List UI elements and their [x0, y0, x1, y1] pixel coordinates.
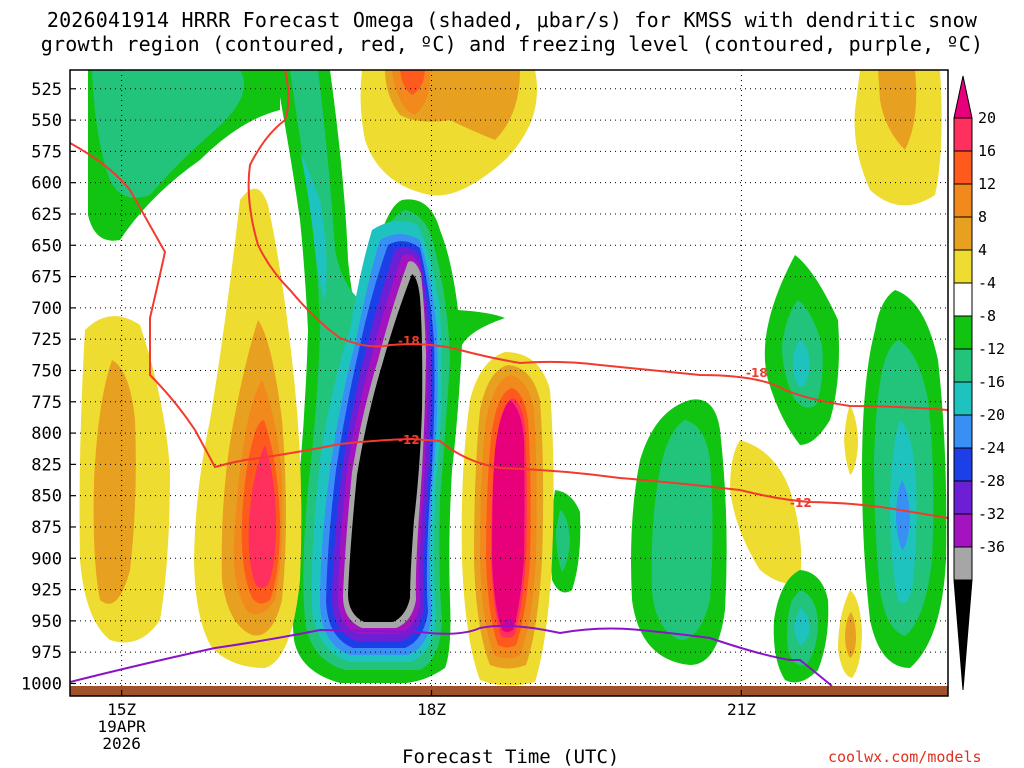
colorbar-label-4: 4 [978, 241, 987, 259]
y-tick-label-775: 775 [31, 393, 62, 413]
y-tick-label-600: 600 [31, 174, 62, 194]
omega-region-small-teal [556, 510, 570, 572]
omega-region-ascent-black [348, 274, 423, 622]
credit-text: coolwx.com/models [828, 748, 982, 766]
colorbar-box-3 [953, 216, 973, 251]
colorbar-label--20: -20 [978, 406, 1005, 424]
colorbar-label--8: -8 [978, 307, 996, 325]
chart-title-line-2: growth region (contoured, red, ºC) and f… [40, 32, 984, 56]
colorbar-box-4 [953, 249, 973, 284]
omega-region-left-upper-teal [92, 70, 245, 198]
colorbar-box-12 [953, 513, 973, 548]
y-tick-label-975: 975 [31, 643, 62, 663]
freezing-level-line [70, 624, 833, 687]
omega-region-right-teal-a [651, 420, 713, 640]
y-tick-label-725: 725 [31, 330, 62, 350]
colorbar-label-16: 16 [978, 142, 996, 160]
colorbar-box-6 [953, 315, 973, 350]
omega-region-top-red [400, 70, 425, 95]
y-tick-label-650: 650 [31, 236, 62, 256]
omega-region-right-yellow-g [844, 405, 858, 475]
omega-shaded-field [70, 70, 948, 696]
omega-region-right-cyan-e [794, 608, 810, 645]
colorbar-box-8 [953, 381, 973, 416]
colorbar-box-5 [953, 282, 973, 317]
colorbar-label--32: -32 [978, 505, 1005, 523]
colorbar-box-13 [953, 546, 973, 581]
y-tick-label-550: 550 [31, 111, 62, 131]
colorbar-label--36: -36 [978, 538, 1005, 556]
colorbar-box-11 [953, 480, 973, 515]
x-axis-title: Forecast Time (UTC) [402, 746, 620, 768]
colorbar-label-12: 12 [978, 175, 996, 193]
omega-region-topright-orange [878, 70, 917, 150]
y-tick-label-875: 875 [31, 518, 62, 538]
colorbar-box-7 [953, 348, 973, 383]
contour-label-minus-12: -12 [398, 433, 420, 447]
x-tick-year-15Z: 2026 [102, 734, 141, 753]
terrain-strip [70, 686, 948, 696]
y-tick-label-750: 750 [31, 361, 62, 381]
y-tick-label-825: 825 [31, 455, 62, 475]
y-tick-label-625: 625 [31, 205, 62, 225]
omega-region-left-crimson [248, 445, 276, 589]
colorbar-box-0 [953, 117, 973, 152]
y-tick-label-925: 925 [31, 581, 62, 601]
dgz-upper-line-minus-18 [70, 142, 948, 519]
contour-label-minus-18: -18 [398, 334, 420, 348]
y-tick-label-675: 675 [31, 268, 62, 288]
omega-region-right-blue-d [896, 480, 910, 550]
y-axis: 525 550 575 600 625 650 675 700 725 750 775 800 825 8… [21, 80, 76, 694]
y-tick-label-900: 900 [31, 549, 62, 569]
y-tick-label-1000: 1000 [21, 674, 62, 694]
y-tick-label-850: 850 [31, 487, 62, 507]
chart-title-line-1: 2026041914 HRRR Forecast Omega (shaded, … [46, 8, 978, 32]
y-tick-label-525: 525 [31, 80, 62, 100]
y-tick-label-700: 700 [31, 299, 62, 319]
colorbar-box-10 [953, 447, 973, 482]
contour-label-minus-18-right: -18 [746, 366, 768, 380]
colorbar-box-9 [953, 414, 973, 449]
contour-label-minus-12-right: -12 [790, 496, 812, 510]
plot-frame [69, 69, 949, 697]
omega-region-right-yellow-b [730, 440, 802, 584]
dgz-lower-line-minus-12 [247, 70, 948, 411]
colorbar-over-arrow [953, 75, 973, 119]
y-tick-label-800: 800 [31, 424, 62, 444]
y-tick-label-950: 950 [31, 612, 62, 632]
omega-region-right-cyan-c [793, 340, 810, 388]
colorbar-under-arrow [953, 579, 973, 691]
colorbar-box-1 [953, 150, 973, 185]
colorbar-label--24: -24 [978, 439, 1005, 457]
x-tick-label-21Z: 21Z [727, 700, 756, 719]
colorbar-box-2 [953, 183, 973, 218]
y-tick-label-575: 575 [31, 142, 62, 162]
colorbar-label-20: 20 [978, 109, 996, 127]
colorbar: 20 16 12 8 4 -4 -8 -12 -16 -20 -24 -28 -32 -36 [953, 75, 1005, 691]
colorbar-label--16: -16 [978, 373, 1005, 391]
x-tick-label-15Z: 15Z [107, 700, 136, 719]
colorbar-label--4: -4 [978, 274, 996, 292]
x-tick-date-15Z: 19APR [98, 717, 147, 736]
colorbar-label--28: -28 [978, 472, 1005, 490]
omega-region-left-orange [93, 360, 136, 604]
omega-region-subsidence-pink [492, 400, 525, 632]
x-tick-label-18Z: 18Z [417, 700, 446, 719]
colorbar-label--12: -12 [978, 340, 1005, 358]
x-axis: 15Z19APR202618Z21Z00Z20APR03Z06Z [98, 690, 756, 753]
colorbar-label-8: 8 [978, 208, 987, 226]
omega-region-right-orange-f [845, 612, 856, 658]
contour-label-zero: 0 [505, 617, 513, 631]
